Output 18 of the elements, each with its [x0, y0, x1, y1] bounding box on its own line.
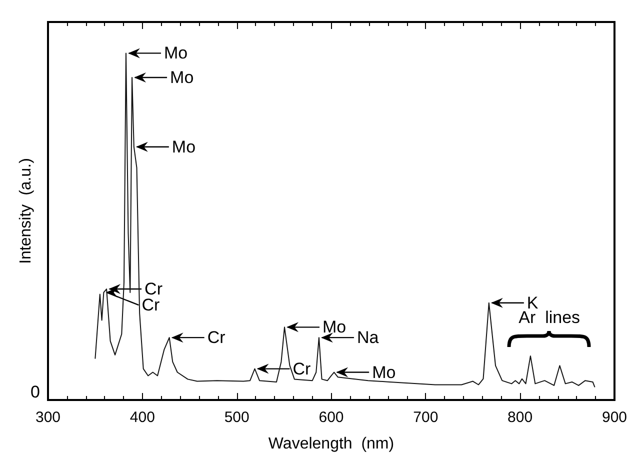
x-tick-label: 300 [35, 409, 61, 426]
annotation: Cr [292, 359, 312, 378]
x-tick-label: 700 [413, 409, 438, 426]
x-axis-title: Wavelength (nm) [268, 436, 394, 452]
x-tick-label: 800 [508, 409, 533, 426]
x-tick-label: 400 [130, 409, 155, 426]
y-axis-title: Intensity (a.u.) [18, 158, 34, 264]
annotation: Mo [164, 44, 188, 63]
annotation: Mo [372, 362, 396, 382]
annotation: Mo [322, 318, 346, 337]
annotation: Na [356, 328, 380, 348]
text: 0 [30, 382, 40, 402]
annotation: Cr [207, 328, 226, 348]
x-tick-label: 600 [318, 409, 344, 426]
x-tick-label: 900 [602, 409, 627, 426]
x-tick-label: 500 [224, 409, 250, 426]
annotation: Mo [170, 68, 194, 87]
annotation: Mo [172, 137, 196, 156]
